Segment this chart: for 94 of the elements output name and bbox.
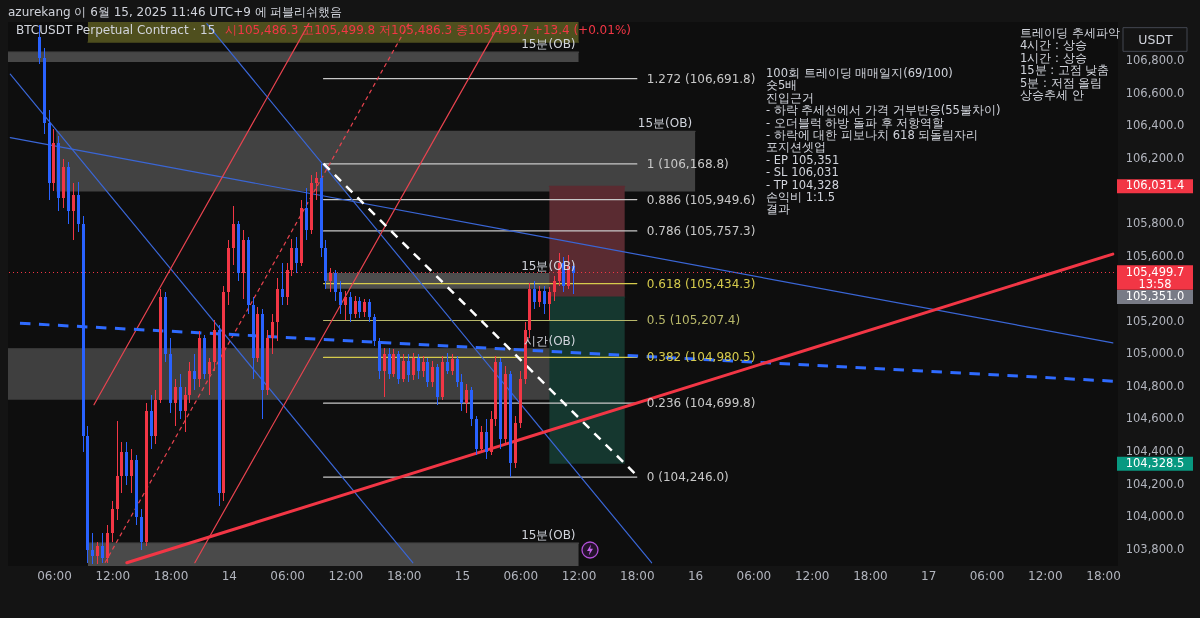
candlestick (130, 448, 134, 494)
candlestick (280, 262, 284, 306)
annotation: 0.886 (105,949.6) (646, 192, 756, 207)
candlestick (96, 541, 100, 565)
x-tick-label: 17 (921, 568, 937, 583)
y-tick-label: 105,000.0 (1125, 346, 1185, 361)
x-tick-label: 06:00 (37, 568, 72, 583)
y-tick-label: 105,200.0 (1125, 313, 1185, 328)
x-tick-label: 12:00 (95, 568, 131, 583)
candlestick (368, 298, 372, 323)
candlestick (358, 296, 362, 319)
candlestick (334, 269, 338, 302)
y-tick-label: 106,600.0 (1125, 85, 1185, 100)
candlestick (402, 353, 406, 383)
text: 100회 트레이딩 매매일지(69/100) 숏5배 진입근거 - 하락 추세선에서 가격 거부반응(55불차이) - 오더블럭 하방 돌파 후 저항역할 - 하락에 대한 피보나치 618 되돌림자리 포지션셋업 - EP 105,351 - SL 106,031 - TP 104,328 손익비 1:1.5 결과 (766, 66, 1001, 217)
x-tick-label: 06:00 (503, 568, 539, 583)
y-axis-title: USDT (1138, 32, 1174, 47)
y-tick-label: 106,800.0 (1125, 53, 1185, 68)
candlestick (552, 275, 556, 302)
candlestick (339, 280, 343, 315)
annotation: 0.236 (104,699.8) (646, 396, 756, 411)
candlestick (392, 348, 396, 378)
candlestick (450, 353, 454, 376)
y-tick-label: 104,000.0 (1125, 509, 1185, 524)
candlestick (305, 187, 309, 241)
x-tick-label: 18:00 (1086, 568, 1121, 583)
x-tick-label: 18:00 (153, 568, 189, 583)
candlestick (445, 352, 449, 375)
annotation: 0 (104,246.0) (646, 470, 729, 485)
annotation: 15분(OB) (521, 37, 576, 52)
y-tick-label: 104,800.0 (1125, 378, 1185, 393)
x-tick-label: 16 (687, 568, 704, 583)
candlestick (295, 236, 299, 274)
candlestick (71, 182, 75, 241)
y-tick-label: 105,351.0 (1125, 289, 1185, 304)
candlestick (91, 532, 95, 565)
candlestick (173, 378, 177, 427)
candlestick (207, 357, 211, 396)
y-tick-label: 106,200.0 (1125, 150, 1185, 165)
candlestick (407, 353, 411, 383)
candlestick (421, 355, 425, 378)
x-tick-label: 18:00 (386, 568, 422, 583)
y-tick-label: 105,800.0 (1125, 215, 1185, 230)
x-tick-label: 12:00 (1028, 568, 1063, 583)
x-tick-label: 12:00 (794, 568, 830, 583)
y-tick-label: 104,400.0 (1125, 443, 1185, 458)
candlestick (543, 285, 547, 315)
annotation: 트레이딩 추세파악 4시간 : 상승 1시간 : 상승 15분 : 고점 낮춤 5분 : 저점 올림 상승추세 안 (1020, 26, 1120, 102)
annotation: 1.272 (106,691.8) (646, 71, 756, 86)
annotation: 0.786 (105,757.3) (646, 223, 756, 238)
x-tick-label: 06:00 (736, 568, 772, 583)
text: azurekang 이 6월 15, 2025 11:46 UTC+9 에 퍼블리쉬했음 (8, 5, 343, 19)
y-tick-label: 104,328.5 (1125, 455, 1185, 470)
x-tick-label: 15 (454, 568, 471, 583)
candlestick (343, 290, 347, 321)
annotation: 0.618 (105,434.3) (646, 276, 756, 291)
annotation: 15분(OB) (637, 116, 693, 131)
y-tick-label: 105,600.0 (1125, 248, 1185, 263)
candlestick (271, 313, 275, 355)
x-tick-label: 12:00 (328, 568, 364, 583)
annotation: 1 (106,168.8) (646, 156, 729, 171)
candlestick (348, 291, 352, 323)
candlestick (479, 425, 483, 453)
candlestick (538, 285, 542, 308)
candlestick (460, 373, 464, 412)
candlestick (465, 383, 469, 414)
candlestick (426, 357, 430, 388)
candlestick (431, 360, 435, 388)
candlestick (533, 280, 537, 310)
candlestick (484, 418, 488, 459)
x-tick-label: 06:00 (969, 568, 1005, 583)
candlestick (193, 353, 197, 391)
annotation: 15분(OB) (521, 528, 576, 543)
y-tick-label: 106,031.4 (1125, 178, 1185, 193)
x-tick-label: 12:00 (561, 568, 597, 583)
y-tick-label: 104,600.0 (1125, 411, 1185, 426)
x-tick-label: 18:00 (853, 568, 888, 583)
x-tick-label: 14 (221, 568, 237, 583)
x-tick-label: 18:00 (620, 568, 655, 583)
annotation: 0.5 (105,207.4) (646, 313, 741, 328)
candlestick (411, 352, 415, 381)
candlestick (416, 353, 420, 380)
candlestick (455, 355, 459, 388)
candlestick (101, 532, 105, 564)
y-tick-label: 103,800.0 (1125, 541, 1185, 556)
candlestick (382, 347, 386, 398)
candlestick (314, 171, 318, 201)
candlestick (387, 347, 391, 380)
candlestick (183, 386, 187, 433)
candlestick (547, 286, 551, 321)
x-tick-label: 06:00 (270, 568, 305, 583)
y-tick-label: 106,400.0 (1125, 118, 1185, 133)
y-tick-label: 104,200.0 (1125, 476, 1185, 491)
candlestick (353, 295, 357, 319)
